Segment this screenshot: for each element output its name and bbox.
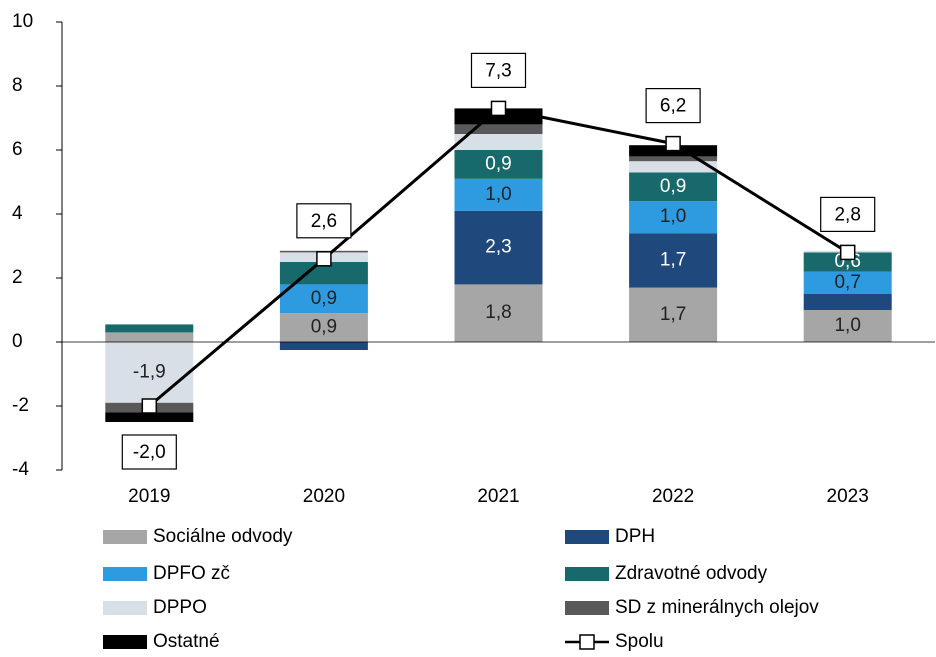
legend-label: DPPO <box>153 597 207 618</box>
y-tick-label: 4 <box>12 203 23 224</box>
total-label: 2,8 <box>834 204 860 225</box>
legend-label: Spolu <box>615 631 664 652</box>
value-label: 1,8 <box>485 302 511 323</box>
legend-swatch <box>103 567 147 581</box>
y-tick-label: 10 <box>12 11 33 32</box>
bar-segment <box>454 150 543 179</box>
y-tick-label: 6 <box>12 139 23 160</box>
total-label-box <box>820 196 876 232</box>
y-tick-label: 0 <box>12 331 23 352</box>
legend-marker <box>579 634 595 650</box>
total-label: 2,6 <box>311 211 337 232</box>
value-label: 0,7 <box>834 272 860 293</box>
bar-segment <box>803 310 892 342</box>
y-tick-label: -2 <box>12 395 29 416</box>
line-marker <box>316 251 332 267</box>
x-tick-label: 2021 <box>477 486 519 507</box>
total-label-box <box>470 52 527 89</box>
total-label: 7,3 <box>485 60 511 81</box>
bar-segment <box>629 233 718 288</box>
line-marker <box>839 244 856 261</box>
value-label: 1,7 <box>660 304 686 325</box>
value-label: 1,0 <box>660 206 686 227</box>
x-tick-label: 2019 <box>128 486 170 507</box>
total-label: 6,2 <box>660 96 686 117</box>
x-tick-label: 2023 <box>827 486 869 507</box>
value-label: 0,9 <box>311 288 337 309</box>
bar-segment <box>803 271 892 294</box>
value-label: 1,0 <box>485 184 511 205</box>
legend-label: DPH <box>615 526 655 547</box>
bar-segment <box>105 342 194 403</box>
value-label: 2,3 <box>485 237 511 258</box>
value-label: 0,9 <box>660 176 686 197</box>
bar-segment <box>105 412 194 422</box>
bar-segment <box>454 284 543 342</box>
legend-swatch <box>103 601 147 615</box>
bar-segment <box>629 287 718 342</box>
value-label: 0,9 <box>485 153 511 174</box>
legend-label: SD z minerálnych olejov <box>615 597 819 618</box>
bar-segment <box>803 294 892 310</box>
x-tick-label: 2020 <box>303 486 345 507</box>
value-label: -1,9 <box>133 361 166 382</box>
bar-segment <box>105 332 194 342</box>
y-tick-label: 2 <box>12 267 23 288</box>
legend-label: Ostatné <box>153 631 220 652</box>
legend-swatch <box>103 635 147 649</box>
legend-swatch <box>565 601 609 615</box>
line-marker <box>665 135 681 152</box>
line-marker <box>141 398 158 414</box>
value-label: 1,7 <box>660 249 686 270</box>
y-tick-label: -4 <box>12 459 29 480</box>
total-label-box <box>645 87 701 124</box>
bar-segment <box>454 124 543 134</box>
total-label: -2,0 <box>133 442 166 463</box>
legend-swatch <box>103 530 147 544</box>
bar-segment <box>803 252 892 272</box>
bar-segment <box>629 172 718 202</box>
x-tick-label: 2022 <box>652 486 694 507</box>
bar-segment <box>105 324 194 333</box>
bar-segment <box>629 201 718 234</box>
legend-label: Zdravotné odvody <box>615 563 768 584</box>
legend-swatch <box>565 530 609 544</box>
total-label-box <box>121 434 177 470</box>
bar-segment <box>454 134 543 150</box>
total-label-box <box>296 203 352 239</box>
legend-label: Sociálne odvody <box>153 526 293 547</box>
bar-segment <box>629 156 718 162</box>
y-tick-label: 8 <box>12 75 23 96</box>
legend-label: DPFO zč <box>153 563 230 584</box>
legend-swatch <box>565 567 609 581</box>
bar-segment <box>629 161 718 173</box>
value-label: 0,9 <box>311 317 337 338</box>
bar-segment <box>454 178 543 211</box>
value-label: 1,0 <box>834 315 860 336</box>
bar-segment <box>279 342 368 350</box>
bar-segment <box>279 284 368 314</box>
bar-segment <box>454 210 543 285</box>
line-marker <box>490 100 507 117</box>
bar-segment <box>279 313 368 342</box>
